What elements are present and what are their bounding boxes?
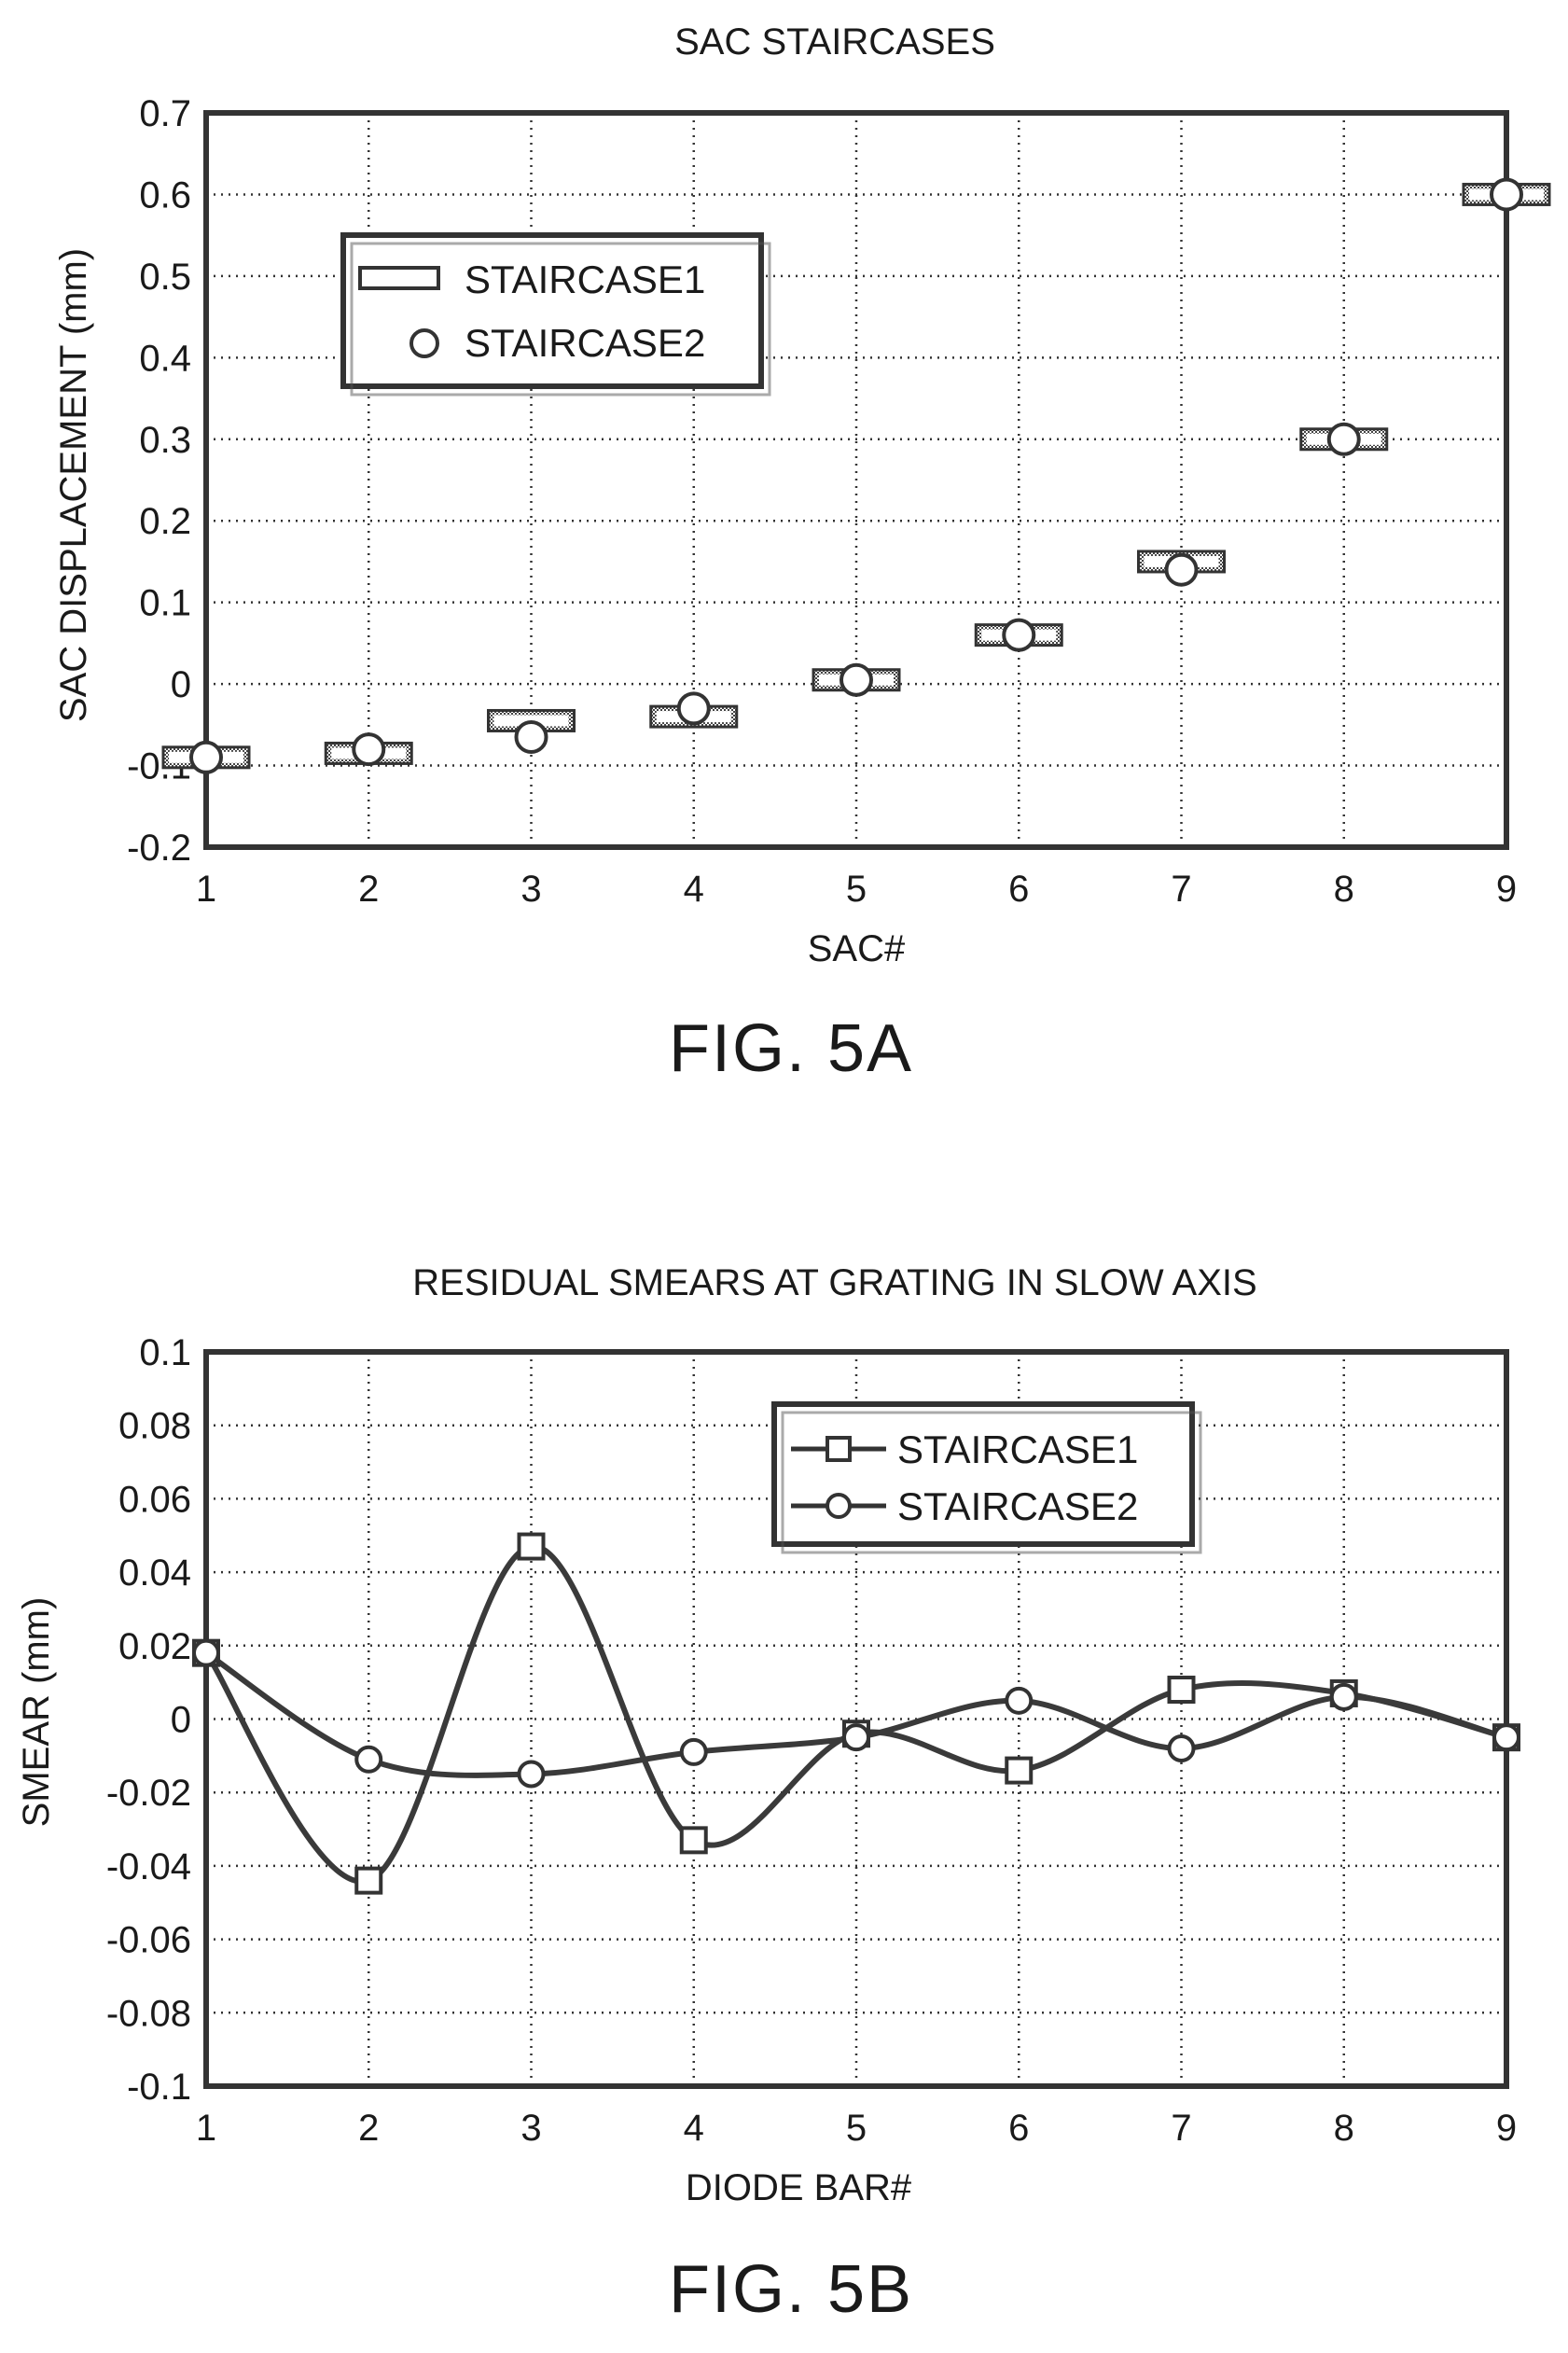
data-marks: [192, 1532, 1520, 1895]
y-tick-label: 0.3: [139, 420, 191, 461]
y-tick-label: 0.2: [139, 501, 191, 542]
sac-staircases-chart: SAC STAIRCASES 0.7 0.6 0.5 0.4 0.3 0.2 0.1 0 -0.…: [53, 21, 1551, 1086]
plot-frame: [203, 110, 1509, 850]
staircase2-point: [517, 1760, 546, 1789]
y-tick-label: 0: [171, 664, 191, 705]
y-tick-label: 0.4: [139, 338, 191, 379]
y-tick-label: 0.5: [139, 257, 191, 298]
x-tick-label: 7: [1171, 2108, 1191, 2149]
y-tick-label: 0.7: [139, 93, 191, 134]
x-tick-label: 1: [196, 2108, 216, 2149]
x-tick-label: 9: [1496, 2108, 1517, 2149]
legend: STAIRCASE1 STAIRCASE2: [340, 232, 771, 397]
legend-label: STAIRCASE1: [465, 258, 705, 301]
y-tick-label: 0.1: [139, 583, 191, 624]
staircase2-point: [1002, 618, 1036, 652]
legend-item-staircase1: STAIRCASE1: [358, 258, 705, 301]
staircase2-point: [354, 1745, 383, 1774]
residual-smears-chart: RESIDUAL SMEARS AT GRATING IN SLOW AXIS …: [16, 1262, 1520, 2327]
staircase2-point: [1164, 552, 1199, 587]
x-axis-label: DIODE BAR#: [686, 2167, 912, 2208]
legend-item-staircase2: STAIRCASE2: [409, 321, 705, 365]
staircase2-point: [1329, 1682, 1358, 1711]
figure-caption: FIG. 5A: [669, 1011, 913, 1086]
staircase2-point: [1005, 1686, 1034, 1715]
x-tick-label: 8: [1334, 869, 1354, 910]
staircase2-point: [840, 662, 873, 697]
staircase1-point: [1005, 1756, 1034, 1785]
staircase2-point: [1490, 177, 1523, 212]
staircase1-point: [679, 1826, 708, 1855]
circle-marker-icon: [409, 328, 439, 358]
plot-frame: [203, 1349, 1509, 2089]
y-axis-label: SMEAR (mm): [16, 1597, 57, 1828]
staircase2-point: [679, 1737, 708, 1766]
staircase2-point: [842, 1723, 870, 1752]
staircase2-point: [352, 732, 386, 767]
legend-label: STAIRCASE1: [897, 1427, 1138, 1471]
legend-item-staircase1: STAIRCASE1: [791, 1427, 1138, 1471]
staircase2-point: [192, 1638, 220, 1667]
staircase1-point: [354, 1866, 383, 1895]
y-tick-label: -0.2: [127, 828, 191, 869]
y-tick-label: 0.08: [118, 1406, 191, 1447]
staircase1-point: [517, 1532, 546, 1561]
x-tick-label: 6: [1008, 2108, 1029, 2149]
y-tick-label: 0: [171, 1700, 191, 1741]
x-tick-labels: 1 2 3 4 5 6 7 8 9: [196, 2108, 1517, 2149]
x-tick-label: 2: [358, 869, 379, 910]
chart-title: RESIDUAL SMEARS AT GRATING IN SLOW AXIS: [412, 1262, 1256, 1303]
y-tick-label: -0.06: [106, 1920, 191, 1961]
series-line-staircase1: [203, 1543, 1507, 1885]
grid: [206, 1352, 1506, 2086]
y-tick-label: 0.06: [118, 1479, 191, 1520]
rectangle-marker-icon: [358, 266, 440, 290]
y-tick-labels: 0.70.60.50.40.30.20.10-0.1-0.2: [127, 93, 191, 869]
x-tick-label: 2: [358, 2108, 379, 2149]
staircase1-point: [1167, 1676, 1196, 1705]
x-tick-labels: 1 2 3 4 5 6 7 8 9: [196, 869, 1517, 910]
staircase2-point: [1326, 422, 1361, 456]
x-tick-label: 4: [684, 2108, 704, 2149]
x-tick-label: 3: [520, 869, 541, 910]
chart-title: SAC STAIRCASES: [674, 21, 995, 63]
series-line-staircase2: [204, 1650, 1507, 1778]
staircase2-point: [189, 740, 223, 774]
y-axis-label: SAC DISPLACEMENT (mm): [53, 248, 94, 722]
y-tick-label: 0.6: [139, 174, 191, 216]
circle-marker-icon: [826, 1493, 852, 1519]
x-tick-label: 4: [684, 869, 704, 910]
x-tick-label: 3: [520, 2108, 541, 2149]
staircase2-point: [676, 691, 711, 726]
legend-item-staircase2: STAIRCASE2: [791, 1484, 1138, 1528]
y-tick-label: 0.04: [118, 1552, 191, 1594]
x-tick-label: 5: [846, 2108, 867, 2149]
grid: [206, 113, 1506, 847]
x-axis-label: SAC#: [808, 928, 906, 969]
y-tick-label: -0.02: [106, 1773, 191, 1814]
data-marks: [161, 177, 1551, 774]
y-tick-label: -0.08: [106, 1993, 191, 2034]
x-tick-label: 7: [1171, 869, 1191, 910]
staircase2-point: [1167, 1733, 1196, 1762]
x-tick-label: 1: [196, 869, 216, 910]
y-tick-label: 0.02: [118, 1626, 191, 1667]
x-tick-label: 6: [1008, 869, 1029, 910]
legend-label: STAIRCASE2: [465, 321, 705, 365]
y-tick-label: 0.1: [139, 1332, 191, 1373]
staircase2-point: [514, 719, 548, 754]
staircase2-point: [1492, 1723, 1520, 1752]
y-tick-label: -0.1: [127, 2067, 191, 2108]
x-tick-label: 8: [1334, 2108, 1354, 2149]
legend: STAIRCASE1 STAIRCASE2: [771, 1401, 1202, 1554]
y-tick-labels: 0.1 0.08 0.06 0.04 0.02 0 -0.02 -0.04 -0.06 -0.08…: [106, 1332, 191, 2108]
figure-caption: FIG. 5B: [669, 2252, 913, 2327]
x-tick-label: 9: [1496, 869, 1517, 910]
y-tick-label: -0.04: [106, 1846, 191, 1887]
x-tick-label: 5: [846, 869, 867, 910]
legend-label: STAIRCASE2: [897, 1484, 1138, 1528]
square-marker-icon: [826, 1436, 852, 1462]
